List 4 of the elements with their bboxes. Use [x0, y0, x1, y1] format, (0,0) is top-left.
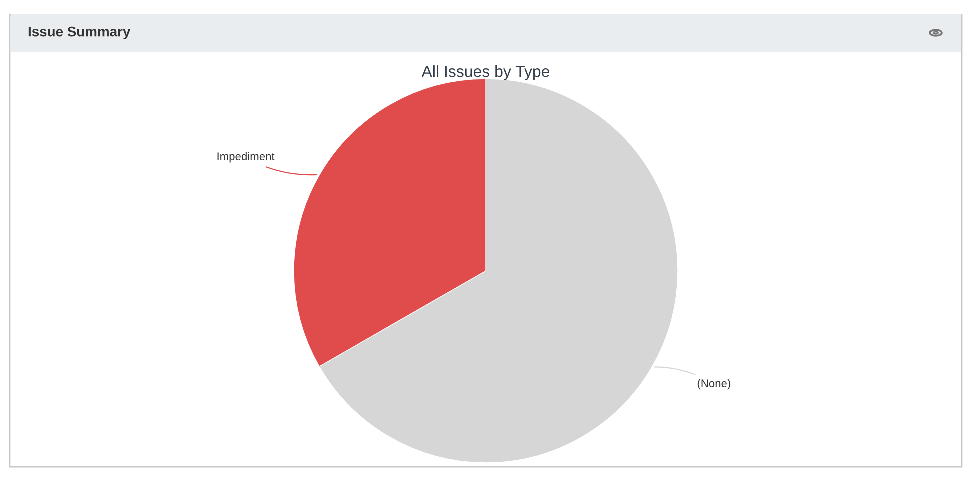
chart-subtitle: All Issues by Type: [422, 66, 550, 80]
slice-label: Impediment: [218, 152, 275, 163]
text: Issue Summary: [28, 26, 131, 40]
slice-label: (None): [698, 379, 730, 390]
